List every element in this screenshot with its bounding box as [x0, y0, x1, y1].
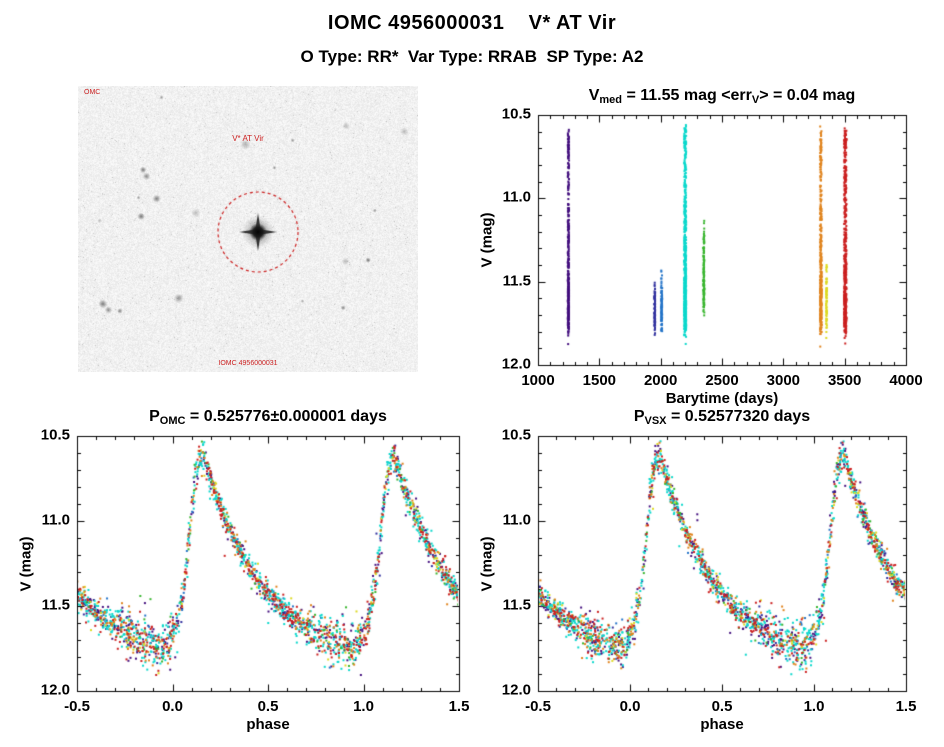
x-tick-label-phase_omc: 0.5 — [257, 698, 279, 715]
x-tick-label-timeseries: 3500 — [827, 372, 862, 389]
y-tick-label-timeseries: 12.0 — [501, 355, 531, 373]
x-tick-label-timeseries: 1000 — [521, 372, 555, 389]
plot-title-subscript: VSX — [644, 415, 667, 427]
x-tick-label-phase_omc: -0.5 — [64, 698, 90, 715]
plot-title-text: P — [149, 408, 160, 425]
finder-chart: OMC V* AT Vir IOMC 4956000031 — [78, 86, 418, 372]
y-tick-label-phase_omc: 11.5 — [41, 596, 70, 614]
plot-title-subscript: V — [751, 94, 760, 106]
y-tick-label-timeseries: 10.5 — [501, 105, 531, 123]
x-axis-label-timeseries: Barytime (days) — [665, 390, 779, 407]
plot-title-phase_omc: POMC = 0.525776±0.000001 days — [149, 408, 387, 427]
y-tick-label-phase_omc: 11.0 — [41, 511, 70, 529]
x-tick-label-phase_omc: 1.0 — [353, 698, 374, 715]
x-tick-label-phase_vsx: 0.5 — [711, 698, 733, 715]
x-tick-label-timeseries: 1500 — [582, 372, 617, 389]
x-tick-label-timeseries: 4000 — [889, 372, 923, 389]
x-tick-label-phase_omc: 0.0 — [162, 698, 183, 715]
finder-annotation-bottom: IOMC 4956000031 — [218, 360, 278, 367]
y-tick-label-phase_omc: 12.0 — [40, 681, 70, 699]
y-tick-label-phase_vsx: 11.0 — [502, 511, 531, 529]
x-tick-label-phase_vsx: -0.5 — [525, 698, 551, 715]
y-tick-label-timeseries: 11.0 — [502, 188, 531, 206]
x-tick-label-timeseries: 2500 — [705, 372, 739, 389]
y-tick-label-timeseries: 11.5 — [502, 272, 531, 290]
plot-title-text: P — [633, 408, 645, 425]
y-axis-label-timeseries: V (mag) — [478, 212, 496, 268]
y-tick-label-phase_omc: 10.5 — [40, 426, 70, 444]
x-tick-label-timeseries: 3000 — [766, 372, 801, 389]
plot-title-text: > = 0.04 mag — [759, 87, 856, 104]
x-tick-label-phase_omc: 1.5 — [448, 698, 470, 715]
x-axis-label-phase_omc: phase — [246, 716, 290, 733]
y-tick-label-phase_vsx: 12.0 — [501, 681, 531, 699]
x-tick-label-phase_vsx: 1.5 — [895, 698, 917, 715]
plot-title-subscript: med — [599, 94, 623, 106]
plot-title-text: = 0.52577320 days — [666, 408, 811, 425]
finder-annotation-top: OMC — [84, 89, 101, 96]
y-axis-label-phase_vsx: V (mag) — [478, 535, 496, 592]
plot-title-subscript: OMC — [159, 415, 186, 427]
y-tick-label-phase_vsx: 10.5 — [501, 426, 531, 444]
finder-image-canvas — [78, 86, 418, 372]
plot-title-text: = 0.525776±0.000001 days — [185, 408, 387, 425]
x-tick-label-timeseries: 2000 — [643, 372, 678, 389]
y-tick-label-phase_vsx: 11.5 — [502, 596, 531, 614]
plot-title-text: = 11.55 mag <err — [622, 87, 752, 104]
plot-title-timeseries: Vmed = 11.55 mag <errV> = 0.04 mag — [589, 87, 856, 106]
plot-title-text: V — [588, 87, 600, 104]
plot-title-phase_vsx: PVSX = 0.52577320 days — [634, 408, 810, 427]
y-axis-label-phase_omc: V (mag) — [17, 535, 35, 592]
x-tick-label-phase_vsx: 1.0 — [803, 698, 825, 715]
finder-annotation-star-name: V* AT Vir — [232, 134, 264, 143]
x-tick-label-phase_vsx: 0.0 — [619, 698, 641, 715]
x-axis-label-phase_vsx: phase — [700, 716, 744, 733]
